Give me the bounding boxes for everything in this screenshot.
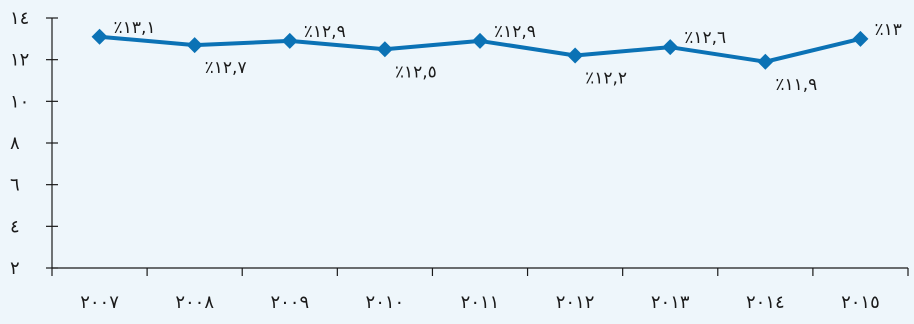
data-label: ٪١٣,١	[114, 18, 156, 38]
data-point-marker	[757, 53, 774, 70]
data-point-marker	[91, 28, 108, 45]
y-tick-label: ١٠	[10, 91, 29, 112]
data-label: ٪١٢,٧	[205, 58, 247, 78]
y-axis: ٢ ٤ ٦ ٨ ١٠ ١٢ ١٤	[10, 8, 58, 279]
data-point-marker	[567, 47, 584, 64]
y-tick-label: ٤	[10, 216, 20, 237]
y-tick-label: ٦	[10, 175, 20, 196]
data-point-marker	[376, 41, 393, 58]
series-line	[91, 28, 869, 70]
x-tick-label: ٢٠١١	[461, 292, 500, 313]
x-tick-label: ٢٠٠٩	[270, 292, 309, 313]
data-point-marker	[662, 39, 679, 56]
x-tick-label: ٢٠١٥	[841, 292, 880, 313]
data-label: ٪١٢,٦	[684, 28, 726, 48]
data-labels: ٪١٣,١ ٪١٢,٧ ٪١٢,٩ ٪١٢,٥ ٪١٢,٩ ٪١٢,٢ ٪١٢,٦ ٪١١,٩…	[114, 18, 902, 95]
data-label: ٪١١,٩	[775, 75, 817, 95]
x-tick-label: ٢٠٠٨	[175, 292, 214, 313]
data-point-marker	[472, 32, 488, 49]
y-tick-label: ٢	[10, 258, 20, 279]
y-tick-label: ١٤	[10, 8, 29, 29]
y-tick-label: ١٢	[10, 50, 29, 71]
data-point-marker	[281, 32, 298, 49]
x-tick-label: ٢٠٠٧	[80, 292, 119, 313]
x-tick-label: ٢٠١٠	[366, 292, 405, 313]
data-point-marker	[852, 30, 869, 47]
x-tick-label: ٢٠١٤	[746, 292, 785, 313]
data-label: ٪١٣	[874, 20, 901, 40]
x-axis: ٢٠٠٧ ٢٠٠٨ ٢٠٠٩ ٢٠١٠ ٢٠١١ ٢٠١٢ ٢٠١٣ ٢٠١٤ ٢٠١٥	[51, 267, 909, 313]
data-label: ٪١٢,٢	[585, 69, 627, 89]
data-label: ٪١٢,٩	[494, 22, 536, 42]
data-point-marker	[186, 37, 203, 54]
data-label: ٪١٢,٥	[395, 62, 437, 82]
x-tick-label: ٢٠١٢	[556, 292, 595, 313]
data-label: ٪١٢,٩	[304, 22, 346, 42]
x-tick-label: ٢٠١٣	[651, 292, 690, 313]
y-tick-label: ٨	[10, 133, 20, 154]
